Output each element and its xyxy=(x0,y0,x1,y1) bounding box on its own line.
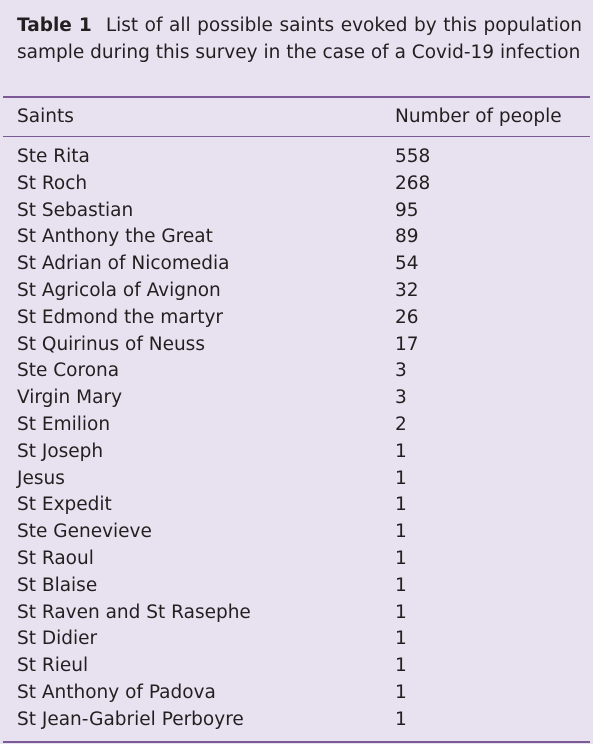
saint-name: St Rieul xyxy=(17,655,89,677)
people-count: 32 xyxy=(395,279,419,301)
people-count: 1 xyxy=(395,655,407,677)
table-row: St Blaise 1 xyxy=(17,573,577,600)
saint-name: St Expedit xyxy=(17,494,112,516)
saint-name: St Joseph xyxy=(17,440,104,462)
table-row: St Sebastian 95 xyxy=(17,198,577,225)
people-count: 26 xyxy=(395,306,419,328)
table-caption: Table 1 List of all possible saints evoke… xyxy=(17,13,582,66)
saint-name: Ste Genevieve xyxy=(17,521,152,543)
saint-name: St Roch xyxy=(17,172,88,194)
people-count: 1 xyxy=(395,494,407,516)
table-row: St Quirinus of Neuss 17 xyxy=(17,332,577,359)
saint-name: St Emilion xyxy=(17,413,111,435)
people-count: 17 xyxy=(395,333,419,355)
table-row: Jesus 1 xyxy=(17,466,577,493)
table-row: St Jean-Gabriel Perboyre 1 xyxy=(17,707,577,734)
table-row: St Raven and St Rasephe 1 xyxy=(17,600,577,627)
table-row: St Raoul 1 xyxy=(17,546,577,573)
people-count: 3 xyxy=(395,387,407,409)
saint-name: St Jean-Gabriel Perboyre xyxy=(17,708,244,730)
saint-name: St Agricola of Avignon xyxy=(17,279,221,301)
people-count: 3 xyxy=(395,360,407,382)
saint-name: Jesus xyxy=(17,467,65,489)
saint-name: St Raven and St Rasephe xyxy=(17,601,251,623)
table-row: St Anthony of Padova 1 xyxy=(17,680,577,707)
table-row: St Roch 268 xyxy=(17,171,577,198)
people-count: 95 xyxy=(395,199,419,221)
table-row: Virgin Mary 3 xyxy=(17,385,577,412)
table-caption-text: List of all possible saints evoked by th… xyxy=(17,15,582,63)
saint-name: St Blaise xyxy=(17,574,98,596)
people-count: 1 xyxy=(395,547,407,569)
people-count: 1 xyxy=(395,467,407,489)
saint-name: St Raoul xyxy=(17,547,94,569)
table-row: Ste Corona 3 xyxy=(17,358,577,385)
column-header-number-of-people: Number of people xyxy=(395,106,562,127)
people-count: 89 xyxy=(395,226,419,248)
people-count: 54 xyxy=(395,253,419,275)
saint-name: St Adrian of Nicomedia xyxy=(17,253,230,275)
saint-name: Ste Corona xyxy=(17,360,120,382)
people-count: 1 xyxy=(395,708,407,730)
people-count: 2 xyxy=(395,413,407,435)
people-count: 268 xyxy=(395,172,431,194)
people-count: 1 xyxy=(395,601,407,623)
table-row: Ste Genevieve 1 xyxy=(17,519,577,546)
saint-name: St Didier xyxy=(17,628,98,650)
table-body: Ste Rita 558 St Roch 268 St Sebastian 95 St An… xyxy=(17,144,577,734)
column-header-saints: Saints xyxy=(17,106,74,127)
table-row: St Joseph 1 xyxy=(17,439,577,466)
table-label: Table 1 xyxy=(17,15,92,36)
saint-name: Virgin Mary xyxy=(17,387,123,409)
people-count: 1 xyxy=(395,574,407,596)
people-count: 1 xyxy=(395,681,407,703)
table-row: Ste Rita 558 xyxy=(17,144,577,171)
saint-name: St Quirinus of Neuss xyxy=(17,333,205,355)
people-count: 1 xyxy=(395,521,407,543)
bottom-rule xyxy=(3,741,590,743)
table-row: St Expedit 1 xyxy=(17,492,577,519)
table-row: St Edmond the martyr 26 xyxy=(17,305,577,332)
saint-name: St Anthony of Padova xyxy=(17,681,216,703)
table-row: St Adrian of Nicomedia 54 xyxy=(17,251,577,278)
table-row: St Didier 1 xyxy=(17,626,577,653)
table-row: St Rieul 1 xyxy=(17,653,577,680)
people-count: 1 xyxy=(395,628,407,650)
table-row: St Anthony the Great 89 xyxy=(17,224,577,251)
saint-name: Ste Rita xyxy=(17,146,90,167)
table-row: St Agricola of Avignon 32 xyxy=(17,278,577,305)
people-count: 558 xyxy=(395,146,431,167)
saint-name: St Sebastian xyxy=(17,199,134,221)
table-header-row: Saints Number of people xyxy=(17,103,577,131)
top-rule xyxy=(3,96,590,98)
saint-name: St Anthony the Great xyxy=(17,226,213,248)
people-count: 1 xyxy=(395,440,407,462)
header-rule xyxy=(3,136,590,137)
table-row: St Emilion 2 xyxy=(17,412,577,439)
saint-name: St Edmond the martyr xyxy=(17,306,224,328)
